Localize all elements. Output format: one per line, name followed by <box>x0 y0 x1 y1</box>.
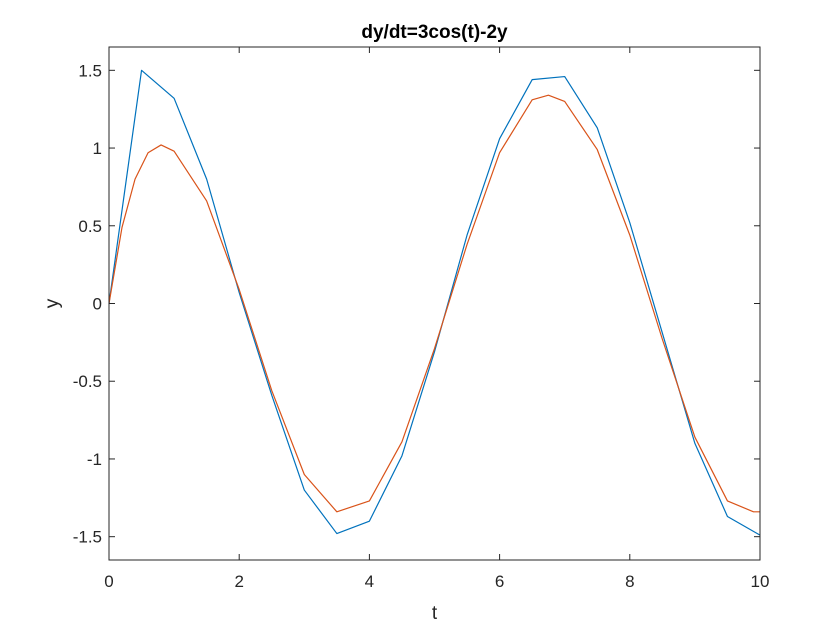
y-tick-label: 1 <box>93 139 102 158</box>
x-tick-label: 0 <box>104 572 113 591</box>
y-axis-label: y <box>42 298 63 308</box>
y-tick-label: 1.5 <box>78 61 102 80</box>
y-tick-label: -1 <box>87 450 102 469</box>
y-tick-label: -0.5 <box>73 372 102 391</box>
x-tick-label: 8 <box>625 572 634 591</box>
y-tick-label: 0 <box>93 295 102 314</box>
x-tick-label: 6 <box>495 572 504 591</box>
plot-area <box>109 47 760 560</box>
x-tick-label: 10 <box>751 572 770 591</box>
ticks-layer: 0 2 4 6 8 10 -1.5 -1 -0.5 0 0.5 1 1.5 <box>73 47 770 591</box>
series-layer <box>108 69 761 536</box>
series-line-1 <box>108 69 761 536</box>
x-axis-label: t <box>432 603 438 624</box>
series-line-2 <box>108 94 760 513</box>
x-tick-label: 4 <box>365 572 374 591</box>
y-tick-label: 0.5 <box>78 217 102 236</box>
x-tick-label: 2 <box>234 572 243 591</box>
y-tick-label: -1.5 <box>73 528 102 547</box>
chart-title: dy/dt=3cos(t)-2y <box>361 22 508 43</box>
